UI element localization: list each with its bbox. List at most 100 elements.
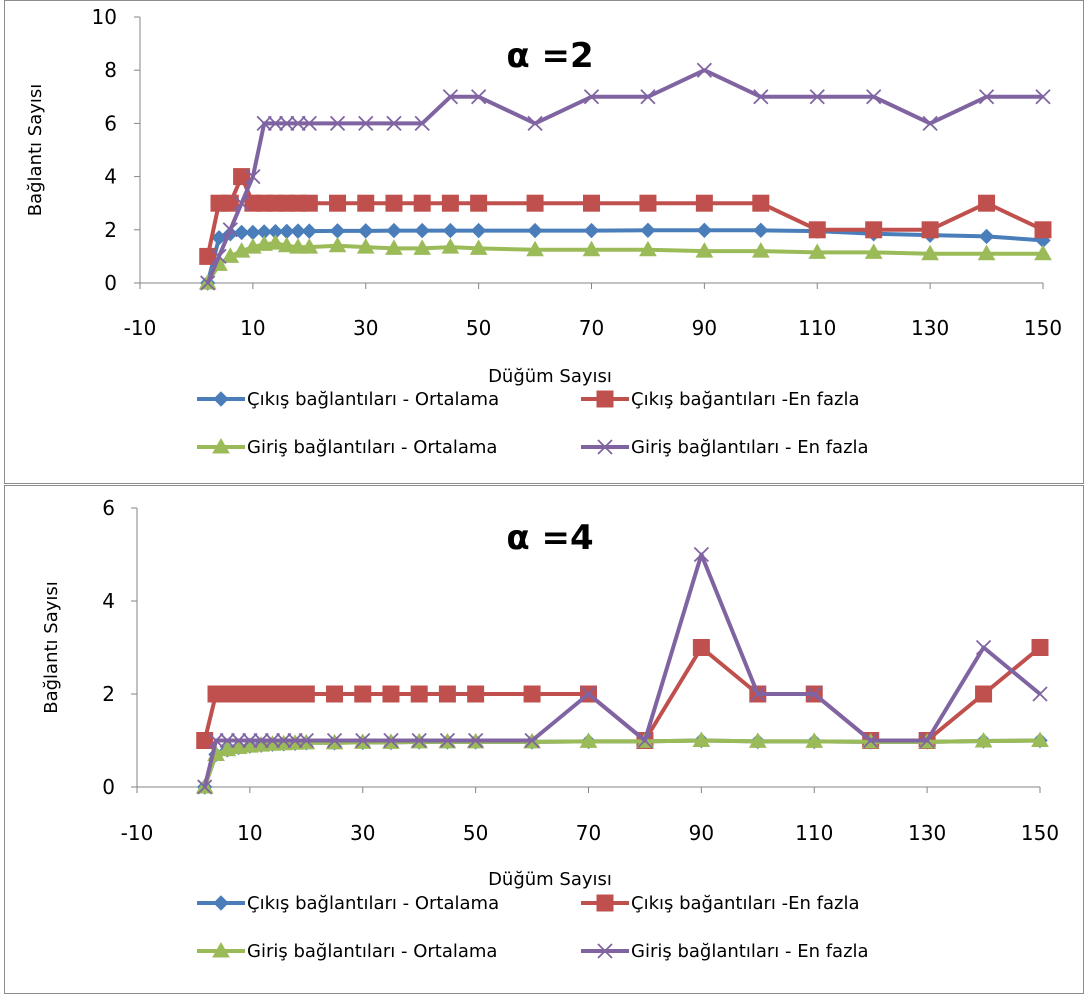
- data-point: [385, 239, 403, 255]
- series-3: [198, 234, 1052, 290]
- data-point-stroke-b: [806, 686, 822, 702]
- data-point: [1031, 731, 1049, 747]
- data-point: [442, 222, 459, 239]
- data-point-stroke-b: [279, 115, 295, 132]
- y-tick-label: 4: [104, 165, 117, 189]
- data-point-stroke-b: [329, 115, 346, 132]
- y-tick-label: 8: [104, 58, 117, 82]
- data-point-stroke-b: [208, 732, 224, 749]
- data-point: [413, 239, 432, 255]
- data-point: [864, 243, 883, 259]
- data-point: [328, 236, 347, 253]
- y-tick-label: 0: [104, 271, 117, 295]
- data-point: [385, 194, 403, 212]
- data-point: [583, 222, 600, 239]
- data-point: [919, 732, 935, 749]
- data-point: [290, 115, 306, 132]
- data-point: [523, 685, 541, 703]
- data-point: [974, 731, 993, 748]
- data-point: [1034, 244, 1052, 261]
- data-point: [1031, 639, 1049, 656]
- data-point: [470, 89, 487, 105]
- legend-item-4: Giriş bağlantıları - En fazla: [581, 941, 869, 962]
- legend-label: Giriş bağlantıları - En fazla: [631, 941, 869, 962]
- data-point: [253, 732, 269, 749]
- data-point-stroke-b: [1035, 89, 1051, 105]
- legend-swatch-marker-stroke-b: [597, 439, 613, 455]
- data-point: [197, 779, 213, 795]
- data-point-stroke-b: [975, 639, 992, 656]
- data-point: [751, 242, 770, 258]
- data-point-stroke-b: [230, 732, 247, 749]
- y-axis-title: Bağlantı Sayısı: [41, 581, 62, 714]
- line-chart-alpha-4: 0 2 4 6 -10 10 30 50 70 90 110 130 150 α =4 Düğüm Sayı…: [41, 496, 1059, 962]
- data-point-stroke-b: [256, 115, 272, 132]
- data-point: [467, 732, 484, 749]
- data-point-stroke-b: [298, 732, 314, 749]
- data-point: [354, 685, 372, 703]
- x-tick-label: 110: [798, 316, 836, 340]
- data-point: [266, 234, 285, 250]
- data-point-stroke-b: [276, 732, 292, 749]
- y-tick-label: 2: [104, 218, 117, 242]
- data-point-stroke-b: [442, 89, 459, 105]
- data-point: [413, 194, 431, 212]
- data-point-stroke-b: [301, 115, 317, 132]
- data-point: [526, 240, 544, 257]
- data-point-stroke-b: [245, 168, 261, 185]
- data-point: [300, 238, 319, 254]
- data-point: [410, 685, 428, 703]
- data-point-stroke-b: [637, 732, 653, 749]
- data-point: [805, 732, 824, 748]
- data-point: [267, 115, 284, 132]
- data-point: [640, 89, 656, 105]
- data-point: [277, 236, 296, 253]
- data-point-stroke-b: [978, 89, 995, 105]
- x-tick-label: 110: [795, 821, 833, 845]
- x-tick-label: 10: [240, 316, 265, 340]
- data-point: [438, 685, 456, 703]
- data-point-stroke-b: [580, 686, 597, 702]
- data-point: [808, 221, 826, 239]
- data-point: [382, 685, 400, 703]
- chart-title: α =2: [506, 36, 593, 76]
- data-point-stroke-b: [439, 732, 456, 749]
- data-point: [582, 240, 601, 257]
- data-point-stroke-b: [470, 89, 487, 105]
- x-tick-label: 50: [463, 821, 488, 845]
- data-point: [978, 194, 996, 212]
- x-tick-label: -10: [124, 316, 157, 340]
- x-axis-title: Düğüm Sayısı: [488, 366, 612, 387]
- data-point: [695, 194, 713, 212]
- data-point: [1034, 221, 1052, 239]
- data-point: [230, 732, 247, 749]
- data-point: [329, 223, 346, 239]
- data-point: [526, 194, 544, 212]
- data-point: [637, 732, 653, 749]
- data-point: [222, 222, 238, 238]
- data-point-stroke-b: [583, 89, 600, 105]
- data-point-stroke-b: [386, 115, 402, 132]
- data-point-stroke-b: [809, 89, 825, 105]
- data-point: [355, 732, 371, 749]
- data-point: [256, 115, 272, 132]
- legend-label: Giriş bağlantıları - En fazla: [631, 437, 869, 458]
- data-point-stroke-b: [753, 89, 769, 105]
- y-tick-label: 6: [104, 111, 117, 135]
- data-point-stroke-b: [200, 275, 216, 291]
- data-point: [196, 732, 214, 749]
- y-axis-title: Bağlantı Sayısı: [25, 84, 46, 217]
- legend-swatch-marker: [596, 894, 614, 912]
- series-4: [197, 546, 1048, 795]
- data-point: [696, 222, 713, 239]
- legend-item-2: Çıkış bağantıları -En fazla: [581, 893, 859, 914]
- data-point: [865, 221, 883, 239]
- data-point: [750, 686, 766, 702]
- data-point-stroke-b: [287, 732, 303, 749]
- data-point: [442, 89, 459, 105]
- data-point: [806, 686, 822, 702]
- data-point-stroke-b: [264, 732, 281, 749]
- legend-item-4: Giriş bağlantıları - En fazla: [581, 437, 869, 458]
- data-point: [695, 242, 714, 258]
- data-point: [289, 238, 307, 254]
